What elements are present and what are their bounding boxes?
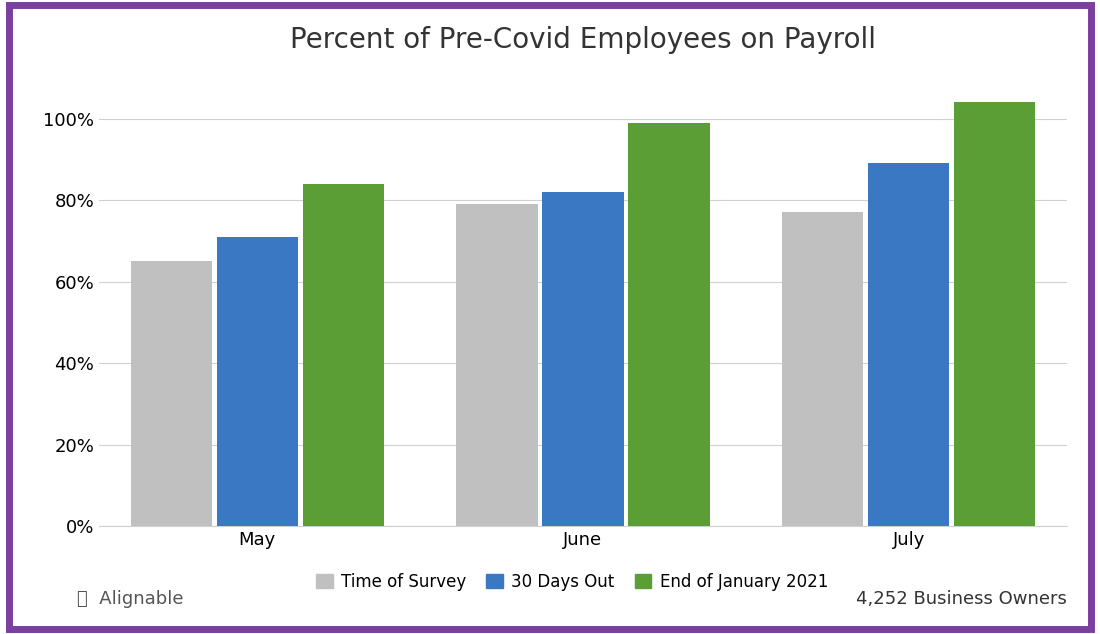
Text: 4,252 Business Owners: 4,252 Business Owners bbox=[856, 590, 1067, 608]
Legend: Time of Survey, 30 Days Out, End of January 2021: Time of Survey, 30 Days Out, End of Janu… bbox=[316, 573, 828, 591]
Bar bbox=[131, 261, 212, 526]
Bar bbox=[868, 164, 949, 526]
Bar bbox=[542, 192, 624, 526]
Bar bbox=[456, 204, 538, 526]
Bar bbox=[782, 212, 864, 526]
Text: Ⓢ  Alignable: Ⓢ Alignable bbox=[77, 590, 184, 608]
Bar bbox=[302, 184, 384, 526]
Bar bbox=[217, 237, 298, 526]
Bar bbox=[954, 102, 1035, 526]
Title: Percent of Pre-Covid Employees on Payroll: Percent of Pre-Covid Employees on Payrol… bbox=[290, 25, 876, 53]
Bar bbox=[628, 123, 710, 526]
